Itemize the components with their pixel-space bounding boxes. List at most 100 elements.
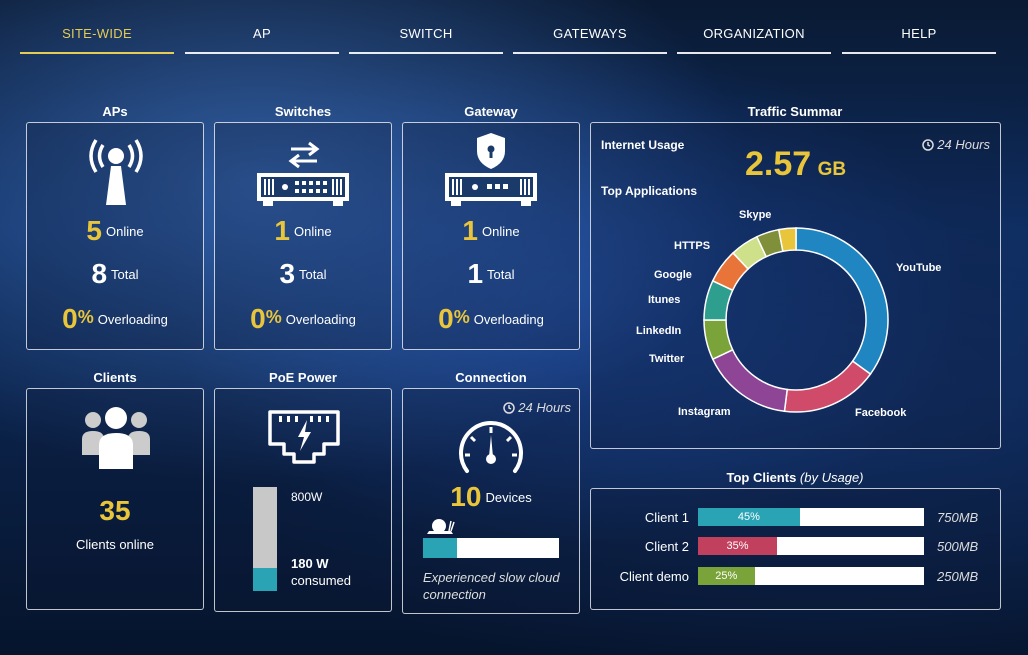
clock-icon [503,402,515,414]
aps-overload-stat: 0% Overloading [27,303,203,335]
client-usage-bar: 25% [698,567,924,585]
switches-overload-unit: % [265,307,282,328]
nav-switch[interactable]: SWITCH [349,26,503,54]
gateway-online-stat: 1 Online [403,215,579,247]
gateway-total-label: Total [487,266,515,282]
switches-overload-label: Overloading [285,311,356,327]
app-label-skype: Skype [739,209,772,221]
slow-connection-fill [423,538,457,558]
users-group-icon [82,407,150,469]
gateway-online-label: Online [482,223,520,239]
switches-total-stat: 3 Total [215,258,391,290]
slow-connection-bar [423,538,559,558]
usage-unit: GB [817,159,847,180]
aps-online-label: Online [106,223,144,239]
connection-hours-text: 24 Hours [518,400,571,415]
aps-total-value: 8 [91,258,108,289]
donut-slice-youtube [795,227,889,376]
connection-note: Experienced slow cloud connection [423,569,560,603]
nav-site-wide[interactable]: SITE-WIDE [20,26,174,54]
traffic-card: Internet Usage 24 Hours 2.57 GB Top Appl… [590,122,1001,449]
switches-online-stat: 1 Online [215,215,391,247]
poe-capacity-bar [253,487,277,591]
aps-online-value: 5 [86,215,102,246]
connection-title: Connection [455,370,527,385]
switches-card: 1 Online 3 Total 0% Overloading [214,122,392,350]
connection-note-line2: connection [423,587,486,602]
client-usage-value: 500MB [937,539,979,554]
client-usage-value: 750MB [937,510,979,525]
gateway-overload-stat: 0% Overloading [403,303,579,335]
clients-label: Clients online [75,537,155,552]
connection-devices-label: Devices [485,489,532,505]
client-usage-bar: 45% [698,508,924,526]
client-usage-percent: 35% [726,540,749,552]
connection-devices-stat: 10 Devices [403,481,579,513]
switches-total-value: 3 [279,258,296,289]
ethernet-power-icon [268,410,340,464]
switches-overload-value: 0 [250,303,266,334]
switches-total-label: Total [299,266,327,282]
client-row[interactable]: Client demo 25% 250MB [591,567,1000,587]
switches-title: Switches [274,104,332,119]
gateway-overload-label: Overloading [473,311,544,327]
aps-overload-label: Overloading [97,311,168,327]
switches-online-value: 1 [274,215,290,246]
connection-hours: 24 Hours [503,400,571,415]
poe-consumed-value: 180 W [291,556,329,571]
gateway-shield-icon [445,133,537,206]
app-label-facebook: Facebook [855,407,907,419]
aps-title: APs [102,104,128,119]
app-label-youtube: YouTube [896,262,942,274]
app-label-twitter: Twitter [649,353,685,365]
nav-help[interactable]: HELP [842,26,996,54]
top-clients-heading: Top Clients (by Usage) [590,470,1000,485]
switch-icon [257,141,349,206]
traffic-title: Traffic Summar [747,104,843,119]
gateway-card: 1 Online 1 Total 0% Overloading [402,122,580,350]
client-usage-fill: 35% [698,537,778,555]
client-usage-fill: 45% [698,508,800,526]
client-row[interactable]: Client 2 35% 500MB [591,537,1000,557]
client-usage-percent: 45% [737,511,760,523]
top-apps-label: Top Applications [601,184,697,198]
snail-icon [427,519,455,534]
connection-card: 24 Hours 10 Devices Experienced slow clou… [402,388,580,614]
switches-online-label: Online [294,223,332,239]
poe-title: PoE Power [269,370,337,385]
client-row[interactable]: Client 1 45% 750MB [591,508,1000,528]
gateway-total-stat: 1 Total [403,258,579,290]
client-usage-bar: 35% [698,537,924,555]
traffic-hours: 24 Hours [922,137,990,152]
aps-overload-unit: % [77,307,94,328]
poe-total: 800W [291,490,323,504]
top-clients-title: Top Clients [726,470,797,485]
app-label-instagram: Instagram [678,406,731,418]
donut-slice-skype [777,227,797,253]
speedometer-icon [459,421,523,473]
client-usage-percent: 25% [715,570,738,582]
connection-note-line1: Experienced slow cloud [423,570,560,585]
usage-total: 2.57 GB [745,145,846,184]
traffic-hours-text: 24 Hours [937,137,990,152]
nav-gateways[interactable]: GATEWAYS [513,26,667,54]
top-nav: SITE-WIDE AP SWITCH GATEWAYS ORGANIZATIO… [0,0,1028,60]
switches-overload-stat: 0% Overloading [215,303,391,335]
gateway-total-value: 1 [467,258,484,289]
client-name: Client 1 [644,510,689,525]
usage-value: 2.57 [745,145,812,183]
nav-ap[interactable]: AP [185,26,339,54]
top-apps-donut-chart [703,227,889,413]
client-name: Client 2 [644,539,689,554]
aps-overload-value: 0 [62,303,78,334]
wifi-ap-icon [89,139,143,205]
aps-online-stat: 5 Online [27,215,203,247]
app-label-https: HTTPS [674,240,711,252]
poe-card: 800W 180 W consumed [214,388,392,612]
clients-card: 35 Clients online [26,388,204,610]
app-label-linkedin: LinkedIn [636,325,682,337]
top-clients-card: Client 1 45% 750MB Client 2 35% 500MB Cl… [590,488,1001,610]
client-name: Client demo [619,569,689,584]
nav-organization[interactable]: ORGANIZATION [677,26,831,54]
client-usage-fill: 25% [698,567,755,585]
